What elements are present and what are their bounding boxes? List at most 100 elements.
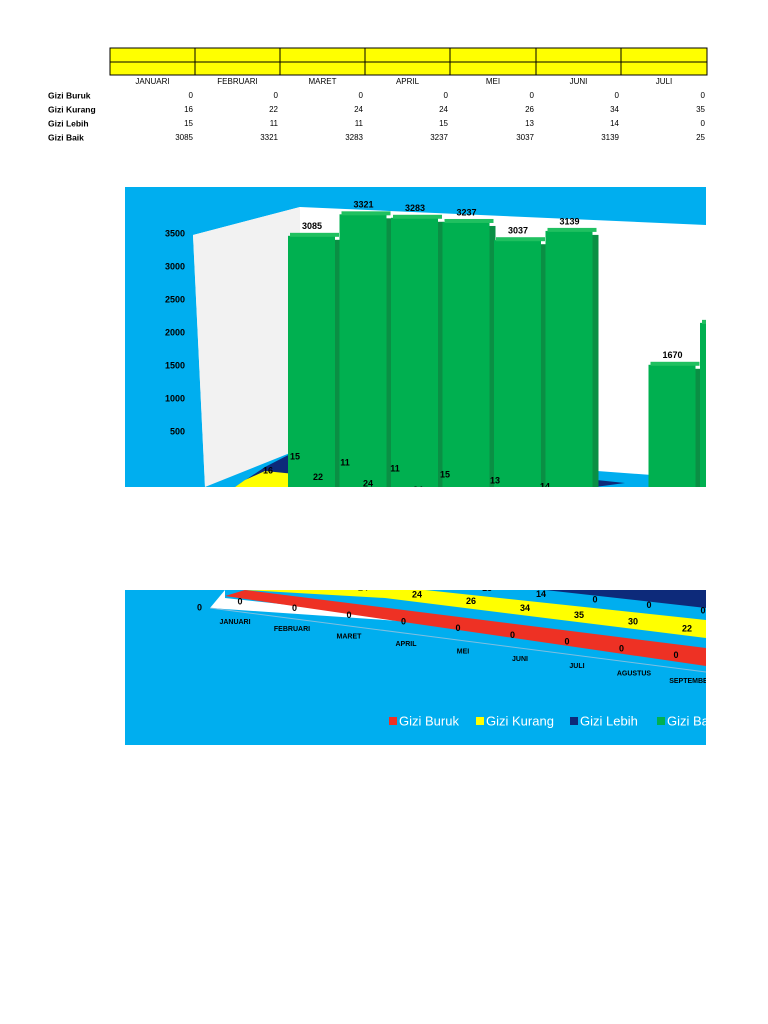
data-label: 3321 bbox=[353, 200, 373, 210]
cell: 0 bbox=[189, 91, 194, 100]
chart-part-top: 500 1000 1500 2000 2500 3000 3500 3085 3321 3283 3… bbox=[125, 187, 706, 487]
data-label: 0 bbox=[646, 600, 651, 610]
data-label: 3283 bbox=[405, 203, 425, 213]
legend-label: Gizi Baik bbox=[667, 713, 706, 728]
bar bbox=[494, 240, 541, 487]
bar-top bbox=[547, 227, 597, 232]
column-header: JUNI bbox=[570, 77, 588, 86]
data-label: 3237 bbox=[456, 207, 476, 217]
bar bbox=[391, 217, 438, 487]
cell: 0 bbox=[530, 91, 535, 100]
data-label: 0 bbox=[592, 594, 597, 604]
y-tick-label: 1500 bbox=[165, 360, 185, 370]
cell: 15 bbox=[439, 119, 448, 128]
cell: 35 bbox=[696, 105, 705, 114]
cell: 3237 bbox=[430, 133, 448, 142]
data-label: 0 bbox=[619, 643, 624, 653]
cell: 16 bbox=[184, 105, 193, 114]
cell: 22 bbox=[269, 105, 278, 114]
bar-top bbox=[444, 218, 494, 223]
legend-swatch bbox=[476, 717, 484, 725]
bar bbox=[442, 221, 490, 487]
legend-label: Gizi Kurang bbox=[486, 713, 554, 728]
data-label: 1670 bbox=[662, 350, 682, 360]
data-label: 0 bbox=[346, 610, 351, 620]
legend-label: Gizi Buruk bbox=[399, 713, 459, 728]
x-tick-label: JANUARI bbox=[219, 619, 250, 626]
data-label: 15 bbox=[440, 469, 450, 479]
side-wall bbox=[193, 207, 300, 487]
column-header: MEI bbox=[486, 77, 500, 86]
cell: 0 bbox=[274, 91, 279, 100]
data-label: 15 bbox=[290, 451, 300, 461]
data-label: 16 bbox=[263, 465, 273, 475]
data-label: 3085 bbox=[302, 221, 322, 231]
data-label: 14 bbox=[536, 590, 546, 599]
data-label: 26 bbox=[466, 596, 476, 606]
data-label: 0 bbox=[292, 603, 297, 613]
column-header: JULI bbox=[656, 77, 672, 86]
data-label: 14 bbox=[540, 481, 550, 487]
axis-line bbox=[209, 607, 706, 673]
row-label: Gizi Baik bbox=[48, 132, 84, 142]
x-tick-label: AGUSTUS bbox=[617, 671, 652, 678]
bar-top bbox=[496, 237, 545, 242]
data-label: 30 bbox=[628, 617, 638, 627]
bar bbox=[648, 364, 696, 487]
y-tick-label: 0 bbox=[197, 602, 202, 612]
legend-swatch bbox=[389, 717, 397, 725]
band bbox=[245, 590, 706, 638]
x-tick-label: JULI bbox=[569, 663, 584, 670]
bar-top bbox=[650, 361, 700, 366]
cell: 0 bbox=[615, 91, 620, 100]
column-header: FEBRUARI bbox=[217, 77, 257, 86]
data-label: 11 bbox=[390, 463, 400, 473]
data-label: 3139 bbox=[559, 216, 579, 226]
data-label: 0 bbox=[564, 637, 569, 647]
bar-side bbox=[489, 225, 496, 487]
data-label: 0 bbox=[401, 616, 406, 626]
y-tick-label: 2500 bbox=[165, 294, 185, 304]
data-label: 13 bbox=[482, 590, 492, 593]
x-tick-label: JUNI bbox=[512, 656, 528, 663]
bar bbox=[288, 235, 335, 487]
bar bbox=[545, 230, 593, 487]
bar-side bbox=[541, 244, 547, 487]
x-tick-label: MEI bbox=[457, 648, 470, 655]
data-label: 22 bbox=[313, 472, 323, 482]
bar-top bbox=[702, 319, 706, 324]
cell: 14 bbox=[610, 119, 619, 128]
bar-side bbox=[695, 368, 702, 487]
y-tick-label: 1000 bbox=[165, 393, 185, 403]
bar-side bbox=[592, 234, 599, 487]
data-label: 13 bbox=[490, 475, 500, 485]
bar-side bbox=[438, 221, 444, 487]
bar-top bbox=[393, 214, 442, 219]
cell: 34 bbox=[610, 105, 619, 114]
data-label: 34 bbox=[520, 603, 530, 613]
band bbox=[225, 590, 706, 666]
legend-label: Gizi Lebih bbox=[580, 713, 638, 728]
x-tick-label: FEBRUARI bbox=[274, 626, 310, 633]
data-label: 0 bbox=[700, 606, 705, 616]
bar-side bbox=[335, 239, 341, 487]
cell: 11 bbox=[270, 119, 279, 128]
column-header: JANUARI bbox=[135, 77, 169, 86]
cell: 0 bbox=[444, 91, 449, 100]
cell: 24 bbox=[439, 105, 448, 114]
row-label: Gizi Lebih bbox=[48, 118, 89, 128]
row-label: Gizi Buruk bbox=[48, 90, 91, 100]
data-label: 0 bbox=[237, 596, 242, 606]
legend-swatch bbox=[657, 717, 665, 725]
y-tick-label: 3500 bbox=[165, 228, 185, 238]
bar-top bbox=[290, 232, 339, 237]
bar-top bbox=[341, 211, 391, 216]
data-label: 0 bbox=[510, 630, 515, 640]
cell: 13 bbox=[525, 119, 534, 128]
cell: 15 bbox=[184, 119, 193, 128]
cell: 25 bbox=[696, 133, 705, 142]
data-label: 24 bbox=[363, 478, 373, 487]
data-label: 24 bbox=[412, 590, 422, 599]
data-label: 0 bbox=[455, 623, 460, 633]
